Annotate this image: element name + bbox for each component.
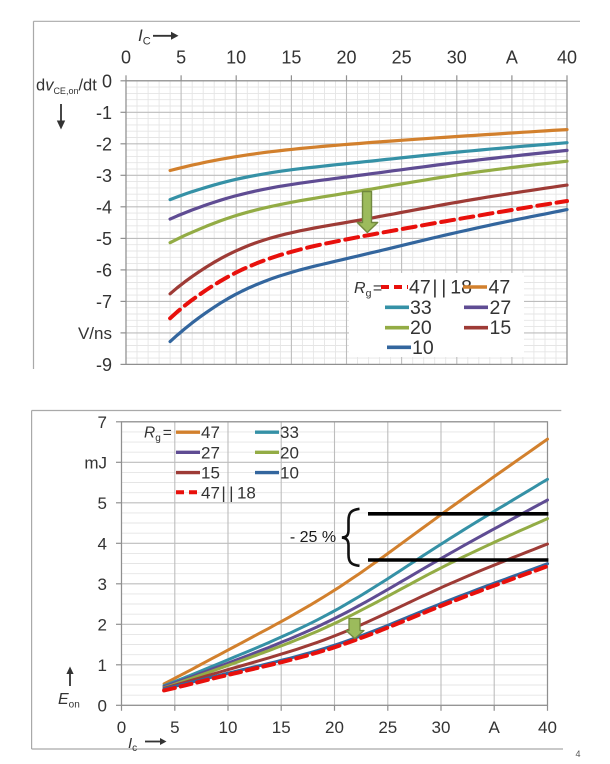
svg-text:-7: -7 bbox=[96, 292, 112, 312]
svg-text:3: 3 bbox=[98, 575, 107, 594]
svg-text:mJ: mJ bbox=[84, 453, 107, 472]
svg-text:-2: -2 bbox=[96, 134, 112, 154]
svg-text:5: 5 bbox=[170, 718, 179, 737]
svg-text:15: 15 bbox=[490, 317, 512, 339]
svg-text:4: 4 bbox=[575, 749, 580, 759]
svg-text:Rg=: Rg= bbox=[144, 425, 172, 445]
svg-text:40: 40 bbox=[538, 718, 557, 737]
svg-text:A: A bbox=[506, 48, 518, 68]
svg-text:40: 40 bbox=[557, 48, 577, 68]
svg-text:2: 2 bbox=[98, 615, 107, 634]
svg-text:5: 5 bbox=[98, 494, 107, 513]
svg-text:Rg=: Rg= bbox=[354, 280, 382, 300]
svg-text:-3: -3 bbox=[96, 166, 112, 186]
svg-text:33: 33 bbox=[280, 423, 299, 442]
svg-text:10: 10 bbox=[412, 337, 434, 359]
svg-text:-6: -6 bbox=[96, 260, 112, 280]
svg-text:-5: -5 bbox=[96, 229, 112, 249]
svg-text:20: 20 bbox=[336, 48, 356, 68]
svg-text:15: 15 bbox=[281, 48, 301, 68]
svg-text:47: 47 bbox=[489, 277, 511, 299]
svg-text:7: 7 bbox=[98, 413, 107, 432]
svg-text:-4: -4 bbox=[96, 197, 112, 217]
svg-text:-1: -1 bbox=[96, 103, 112, 123]
svg-text:0: 0 bbox=[98, 696, 107, 715]
svg-text:47 | | 18: 47 | | 18 bbox=[201, 483, 256, 502]
svg-text:A: A bbox=[489, 718, 501, 737]
svg-text:V/ns: V/ns bbox=[78, 324, 112, 343]
svg-text:47 | | 18: 47 | | 18 bbox=[409, 277, 472, 299]
svg-text:25: 25 bbox=[392, 48, 412, 68]
svg-text:0: 0 bbox=[121, 48, 131, 68]
svg-text:30: 30 bbox=[447, 48, 467, 68]
svg-text:20: 20 bbox=[410, 317, 432, 339]
svg-text:20: 20 bbox=[280, 443, 299, 462]
svg-text:33: 33 bbox=[410, 297, 432, 319]
svg-text:- 25 %: - 25 % bbox=[290, 529, 336, 546]
svg-text:47: 47 bbox=[201, 423, 220, 442]
svg-text:dvCE,on/dt: dvCE,on/dt bbox=[36, 77, 97, 97]
svg-text:10: 10 bbox=[219, 718, 238, 737]
svg-text:15: 15 bbox=[272, 718, 291, 737]
svg-text:0: 0 bbox=[102, 71, 112, 91]
svg-text:-9: -9 bbox=[96, 355, 112, 375]
svg-text:30: 30 bbox=[432, 718, 451, 737]
svg-text:5: 5 bbox=[176, 48, 186, 68]
svg-text:27: 27 bbox=[201, 443, 220, 462]
svg-text:4: 4 bbox=[98, 534, 107, 553]
svg-text:1: 1 bbox=[98, 656, 107, 675]
svg-text:Eon: Eon bbox=[58, 691, 80, 711]
svg-text:10: 10 bbox=[226, 48, 246, 68]
svg-text:Ic: Ic bbox=[128, 735, 137, 754]
svg-text:27: 27 bbox=[490, 297, 512, 319]
svg-text:10: 10 bbox=[280, 464, 299, 483]
svg-text:IC: IC bbox=[138, 26, 151, 48]
svg-text:15: 15 bbox=[201, 464, 220, 483]
svg-text:25: 25 bbox=[378, 718, 397, 737]
svg-text:0: 0 bbox=[117, 718, 126, 737]
svg-text:20: 20 bbox=[325, 718, 344, 737]
